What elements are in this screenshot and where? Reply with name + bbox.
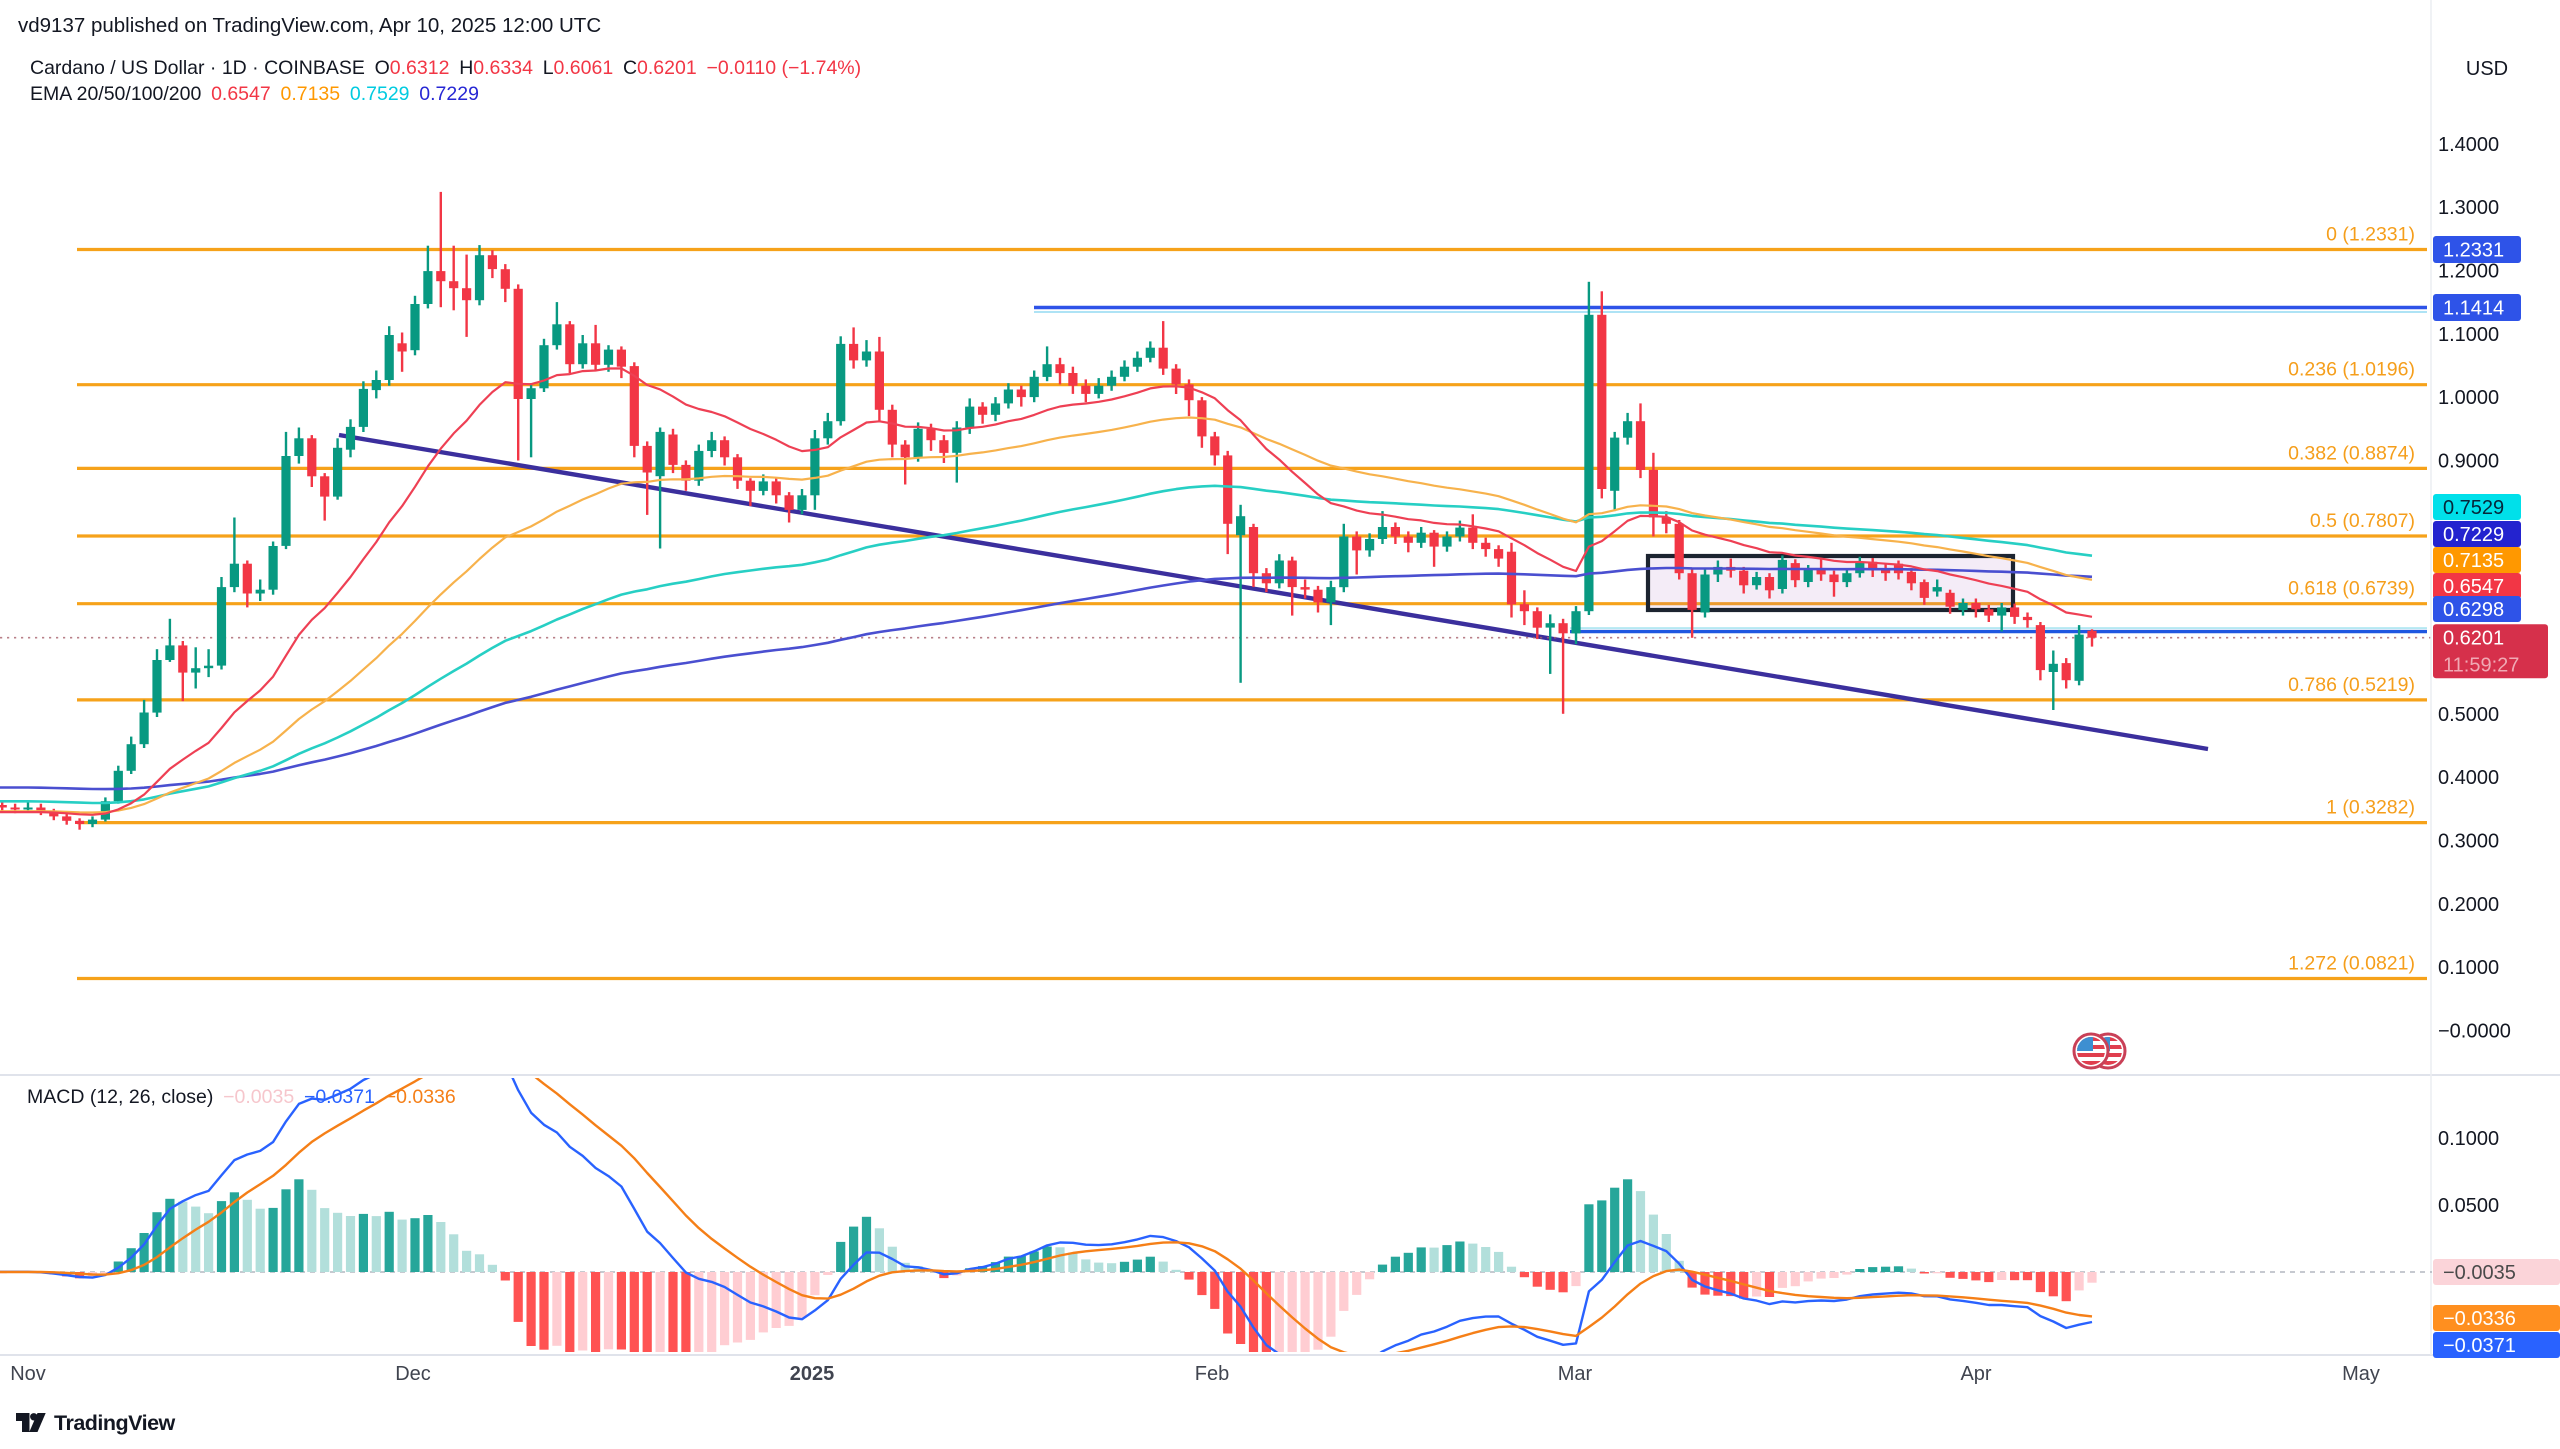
svg-text:EMA 20/50/100/200 0.6547 0.713: EMA 20/50/100/200 0.6547 0.7135 0.7529 0…: [30, 83, 479, 105]
svg-text:0 (1.2331): 0 (1.2331): [2326, 224, 2415, 246]
svg-text:TradingView: TradingView: [54, 1411, 176, 1435]
svg-text:1 (0.3282): 1 (0.3282): [2326, 797, 2415, 819]
svg-text:1.1000: 1.1000: [2438, 324, 2499, 346]
svg-text:Feb: Feb: [1195, 1363, 1229, 1385]
svg-text:Nov: Nov: [10, 1363, 46, 1385]
svg-text:0.3000: 0.3000: [2438, 831, 2499, 853]
svg-text:Mar: Mar: [1558, 1363, 1593, 1385]
svg-text:1.4000: 1.4000: [2438, 134, 2499, 156]
svg-text:0.236 (1.0196): 0.236 (1.0196): [2288, 359, 2415, 381]
svg-text:1.1414: 1.1414: [2443, 298, 2504, 320]
svg-text:0.618 (0.6739): 0.618 (0.6739): [2288, 578, 2415, 600]
svg-text:1.2331: 1.2331: [2443, 240, 2504, 262]
svg-text:May: May: [2342, 1363, 2380, 1385]
svg-text:Cardano / US Dollar · 1D · COI: Cardano / US Dollar · 1D · COINBASE O0.6…: [30, 57, 861, 79]
svg-text:USD: USD: [2466, 58, 2508, 80]
svg-text:Dec: Dec: [395, 1363, 431, 1385]
svg-text:0.1000: 0.1000: [2438, 1128, 2499, 1150]
svg-text:11:59:27: 11:59:27: [2443, 655, 2519, 677]
svg-text:vd9137 published on TradingVie: vd9137 published on TradingView.com, Apr…: [18, 14, 601, 37]
svg-text:1.2000: 1.2000: [2438, 260, 2499, 282]
svg-text:0.5000: 0.5000: [2438, 704, 2499, 726]
svg-text:0.6298: 0.6298: [2443, 599, 2504, 621]
svg-text:0.6547: 0.6547: [2443, 576, 2504, 598]
svg-text:−0.0336: −0.0336: [2443, 1308, 2516, 1330]
svg-text:0.4000: 0.4000: [2438, 767, 2499, 789]
svg-text:0.1000: 0.1000: [2438, 957, 2499, 979]
svg-text:2025: 2025: [790, 1363, 835, 1385]
svg-text:−0.0000: −0.0000: [2438, 1021, 2511, 1043]
svg-text:0.5 (0.7807): 0.5 (0.7807): [2310, 510, 2415, 532]
svg-text:−0.0035: −0.0035: [2443, 1262, 2516, 1284]
svg-text:1.3000: 1.3000: [2438, 197, 2499, 219]
svg-text:Apr: Apr: [1960, 1363, 1991, 1385]
svg-text:0.382 (0.8874): 0.382 (0.8874): [2288, 442, 2415, 464]
svg-text:1.0000: 1.0000: [2438, 387, 2499, 409]
svg-text:0.9000: 0.9000: [2438, 450, 2499, 472]
svg-text:0.7529: 0.7529: [2443, 497, 2504, 519]
svg-text:0.7229: 0.7229: [2443, 524, 2504, 546]
svg-text:0.7135: 0.7135: [2443, 550, 2504, 572]
svg-text:1.272 (0.0821): 1.272 (0.0821): [2288, 953, 2415, 975]
svg-text:0.6201: 0.6201: [2443, 628, 2504, 650]
svg-text:−0.0371: −0.0371: [2443, 1335, 2516, 1357]
svg-text:0.0500: 0.0500: [2438, 1195, 2499, 1217]
svg-text:0.2000: 0.2000: [2438, 894, 2499, 916]
svg-text:MACD (12, 26, close) −0.0035 −: MACD (12, 26, close) −0.0035 −0.0371 −0.…: [27, 1086, 456, 1108]
svg-text:0.786 (0.5219): 0.786 (0.5219): [2288, 674, 2415, 696]
